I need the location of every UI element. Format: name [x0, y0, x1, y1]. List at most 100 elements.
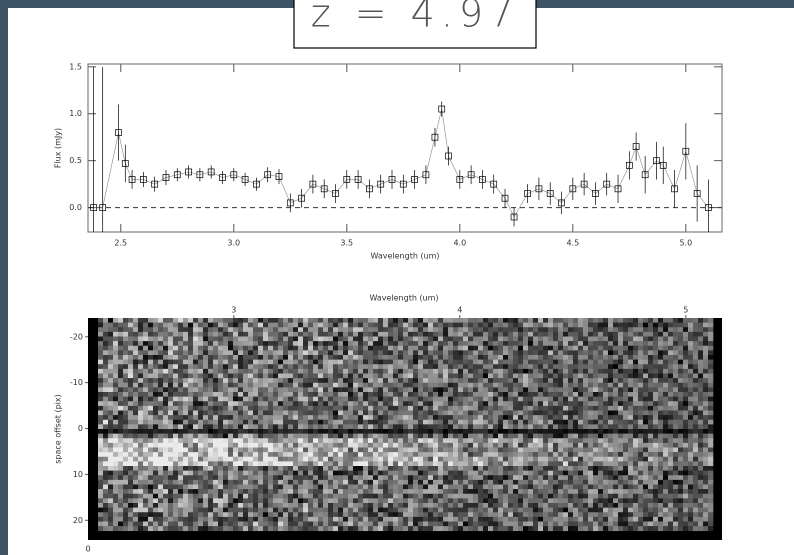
image-pixel	[558, 322, 564, 328]
image-pixel	[628, 484, 634, 490]
image-pixel	[353, 345, 359, 351]
image-pixel	[568, 452, 574, 458]
image-pixel	[593, 387, 599, 393]
image-pixel	[278, 452, 284, 458]
image-pixel	[448, 396, 454, 402]
image-pixel	[703, 322, 709, 328]
image-pixel	[218, 322, 224, 328]
image-pixel	[148, 392, 154, 397]
image-pixel	[343, 429, 349, 434]
image-pixel	[663, 341, 669, 347]
image-pixel	[373, 479, 379, 485]
image-pixel	[688, 382, 694, 388]
image-pixel	[313, 419, 319, 425]
image-pixel	[503, 484, 509, 490]
image-pixel	[248, 438, 254, 444]
image-pixel	[473, 429, 479, 434]
image-pixel	[533, 429, 539, 434]
image-pixel	[103, 424, 109, 430]
image-pixel	[203, 327, 209, 333]
image-pixel	[223, 466, 229, 471]
image-pixel	[108, 322, 114, 328]
image-pixel	[628, 355, 634, 360]
image-pixel	[503, 438, 509, 444]
image-pixel	[98, 466, 104, 471]
image-pixel	[458, 341, 464, 347]
image-pixel	[588, 447, 594, 453]
image-pixel	[633, 429, 639, 434]
image-pixel	[553, 433, 559, 439]
image-pixel	[98, 424, 104, 430]
data-point	[592, 190, 599, 197]
image-pixel	[448, 452, 454, 458]
image-pixel	[178, 355, 184, 360]
image-pixel	[313, 493, 319, 499]
image-pixel	[428, 493, 434, 499]
image-pixel	[373, 396, 379, 402]
image-pixel	[138, 396, 144, 402]
image-pixel	[458, 424, 464, 430]
image-pixel	[303, 447, 309, 453]
image-pixel	[168, 401, 174, 407]
image-pixel	[563, 489, 569, 495]
image-pixel	[123, 410, 129, 416]
image-pixel	[338, 364, 344, 370]
image-pixel	[278, 456, 284, 462]
image-pixel	[403, 382, 409, 388]
image-pixel	[98, 452, 104, 458]
image-pixel	[573, 322, 579, 328]
image-pixel	[108, 498, 114, 504]
image-pixel	[473, 484, 479, 490]
image-pixel	[403, 336, 409, 342]
image-pixel	[163, 452, 169, 458]
image-pixel	[363, 341, 369, 347]
image-pixel	[638, 396, 644, 402]
image-pixel	[658, 368, 664, 374]
image-pixel	[443, 318, 449, 323]
image-pixel	[368, 318, 374, 323]
image-pixel	[533, 355, 539, 360]
image-pixel	[213, 424, 219, 430]
image-pixel	[708, 410, 714, 416]
image-pixel	[608, 373, 614, 379]
image-pixel	[258, 405, 264, 411]
image-pixel	[328, 401, 334, 407]
image-pixel	[603, 392, 609, 397]
image-pixel	[538, 419, 544, 425]
image-pixel	[323, 401, 329, 407]
image-pixel	[423, 484, 429, 490]
image-pixel	[663, 433, 669, 439]
image-pixel	[508, 438, 514, 444]
image-pixel	[138, 461, 144, 467]
image-pixel	[468, 382, 474, 388]
image-pixel	[488, 484, 494, 490]
image-pixel	[498, 415, 504, 421]
image-pixel	[673, 322, 679, 328]
image-pixel	[673, 396, 679, 402]
image-pixel	[473, 461, 479, 467]
image-pixel	[698, 493, 704, 499]
image-pixel	[548, 484, 554, 490]
image-pixel	[593, 415, 599, 421]
image-pixel	[563, 364, 569, 370]
image-pixel	[358, 336, 364, 342]
image-pixel	[143, 461, 149, 467]
image-pixel	[153, 345, 159, 351]
image-pixel	[188, 489, 194, 495]
image-pixel	[163, 493, 169, 499]
image-pixel	[618, 396, 624, 402]
image-pixel	[678, 433, 684, 439]
image-pixel	[508, 382, 514, 388]
image-pixel	[613, 318, 619, 323]
image-pixel	[203, 489, 209, 495]
image-pixel	[608, 336, 614, 342]
image-pixel	[583, 415, 589, 421]
image-pixel	[503, 350, 509, 356]
image-pixel	[628, 350, 634, 356]
image-pixel	[398, 442, 404, 448]
image-pixel	[493, 493, 499, 499]
image-pixel	[323, 373, 329, 379]
image-pixel	[153, 387, 159, 393]
image-pixel	[678, 327, 684, 333]
image-pixel	[398, 415, 404, 421]
